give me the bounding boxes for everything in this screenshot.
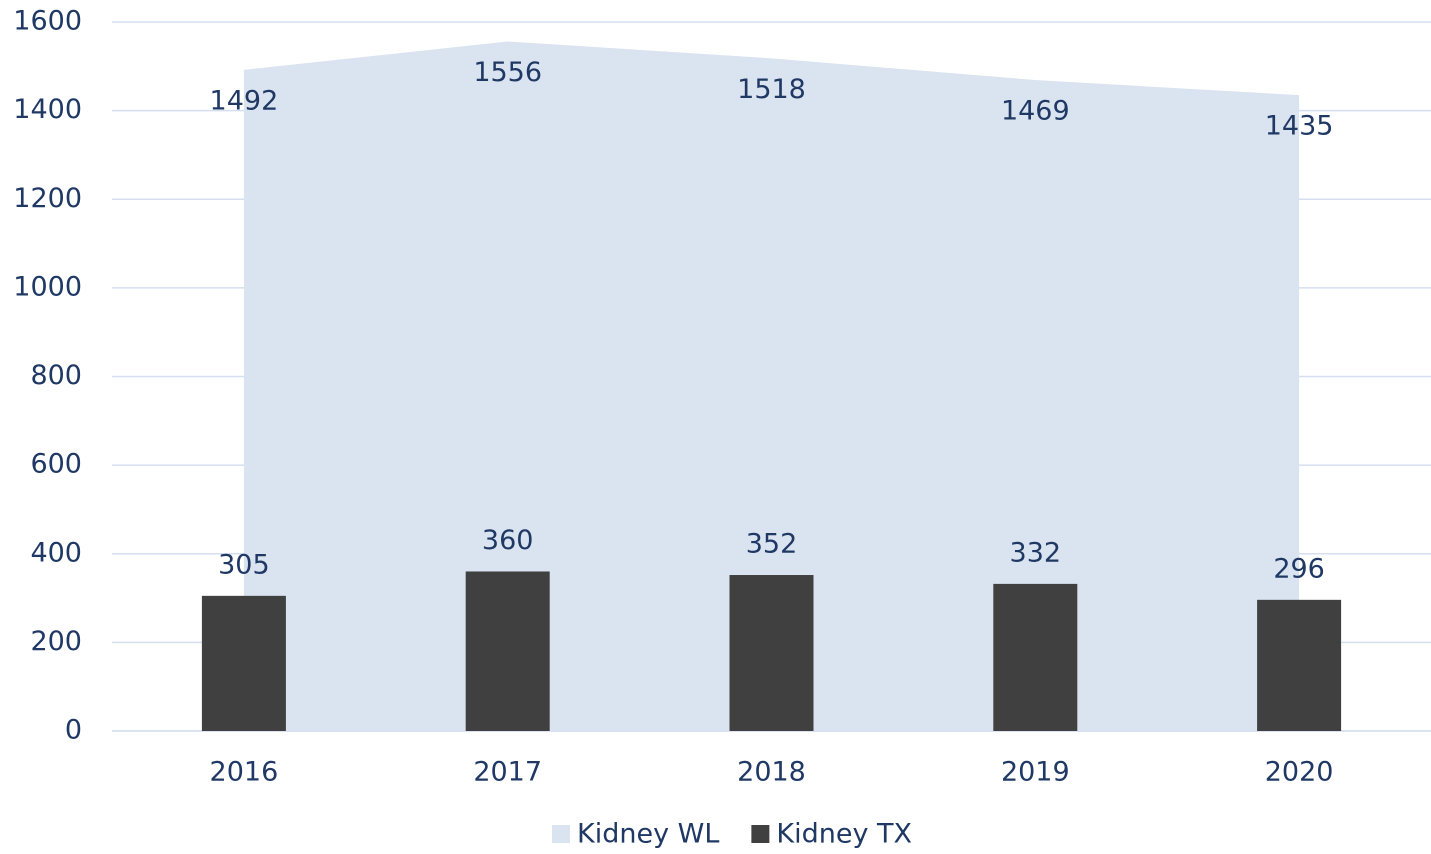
y-tick-label: 800 xyxy=(30,360,82,391)
data-label: 332 xyxy=(1010,537,1062,568)
data-label: 296 xyxy=(1273,553,1325,584)
bar xyxy=(201,595,286,731)
y-tick-label: 1400 xyxy=(13,94,82,125)
bar xyxy=(465,571,550,731)
data-label: 1435 xyxy=(1265,111,1334,142)
x-tick-label: 2020 xyxy=(1265,757,1334,788)
x-tick-label: 2018 xyxy=(737,757,806,788)
data-label: 1556 xyxy=(473,57,542,88)
y-tick-label: 1600 xyxy=(13,6,82,37)
y-tick-label: 1000 xyxy=(13,271,82,302)
legend-label: Kidney TX xyxy=(776,819,912,850)
y-tick-label: 400 xyxy=(30,537,82,568)
bar xyxy=(729,575,814,731)
data-label: 352 xyxy=(746,529,798,560)
legend-label: Kidney WL xyxy=(577,819,719,850)
legend-marker xyxy=(552,825,570,843)
data-label: 360 xyxy=(482,525,534,556)
y-tick-label: 1200 xyxy=(13,183,82,214)
y-tick-label: 600 xyxy=(30,449,82,480)
bar xyxy=(993,583,1078,731)
y-tick-label: 200 xyxy=(30,626,82,657)
x-tick-label: 2016 xyxy=(210,757,279,788)
data-label: 1469 xyxy=(1001,96,1070,127)
data-label: 1492 xyxy=(210,85,279,116)
data-label: 305 xyxy=(218,549,270,580)
data-label: 1518 xyxy=(737,74,806,105)
legend-marker xyxy=(751,825,770,843)
area xyxy=(243,41,1300,732)
x-tick-label: 2019 xyxy=(1001,757,1070,788)
y-tick-label: 0 xyxy=(65,715,82,746)
bar xyxy=(1257,599,1342,731)
x-tick-label: 2017 xyxy=(473,757,542,788)
